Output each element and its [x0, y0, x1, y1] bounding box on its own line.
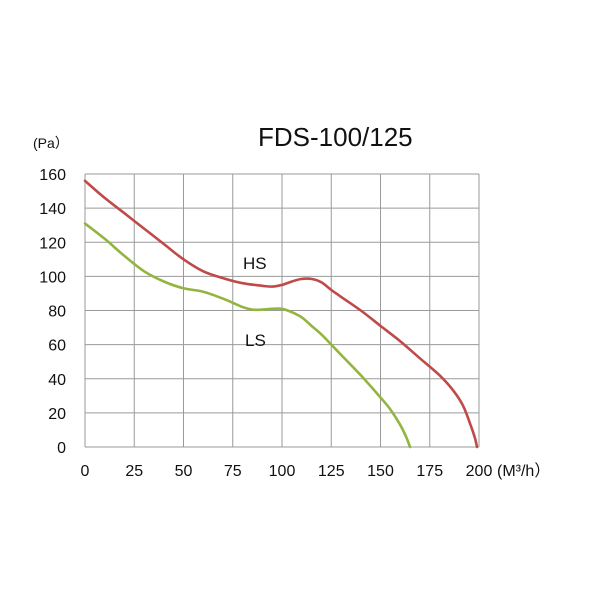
- y-tick-label: 100: [39, 269, 66, 286]
- y-tick-label: 60: [48, 338, 66, 355]
- tick-labels: 0 25 50 75 100 125 150 175 200 0 20 40 60 80 100 120 140…: [39, 167, 492, 480]
- y-tick-label: 140: [39, 201, 66, 218]
- y-tick-label: 120: [39, 235, 66, 252]
- series-label-ls: LS: [245, 331, 266, 350]
- x-tick-label: 125: [318, 463, 345, 480]
- y-axis-unit-label: (Pa）: [33, 135, 69, 151]
- x-tick-label: 200: [466, 463, 493, 480]
- x-tick-label: 25: [125, 463, 143, 480]
- series-lines: [83, 179, 479, 449]
- y-tick-label: 20: [48, 406, 66, 423]
- x-tick-label: 75: [224, 463, 242, 480]
- series-line-ls: [83, 222, 412, 449]
- series-line-hs: [83, 179, 479, 449]
- y-tick-label: 80: [48, 304, 66, 321]
- y-tick-label: 40: [48, 372, 66, 389]
- x-axis-unit-label: (M³/h）: [497, 462, 550, 480]
- x-tick-label: 175: [416, 463, 443, 480]
- x-tick-label: 100: [269, 463, 296, 480]
- x-tick-label: 50: [175, 463, 193, 480]
- x-tick-label: 150: [367, 463, 394, 480]
- series-label-hs: HS: [243, 254, 267, 273]
- chart-title: FDS-100/125: [258, 122, 413, 152]
- grid: [84, 173, 480, 448]
- x-tick-label: 0: [81, 463, 90, 480]
- y-tick-label: 0: [57, 440, 66, 457]
- y-tick-label: 160: [39, 167, 66, 184]
